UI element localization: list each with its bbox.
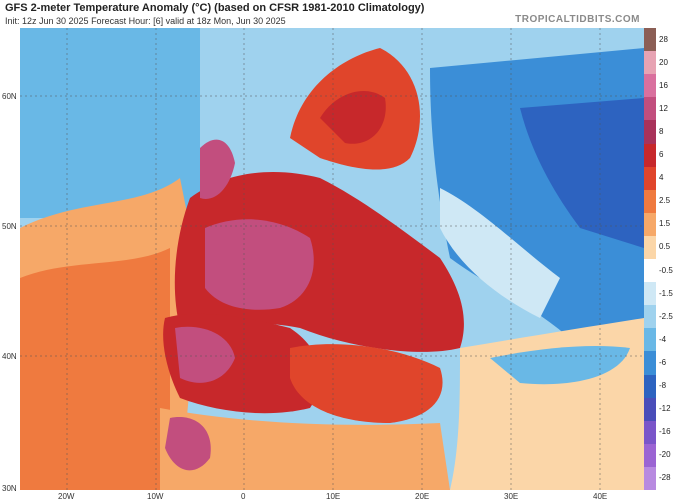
eastern-europe-neutral-band <box>440 188 560 318</box>
colorbar-label: -28 <box>659 473 671 483</box>
lat-label-60n: 60N <box>2 92 17 101</box>
colorbar-swatch <box>644 120 656 144</box>
colorbar-swatch <box>644 351 656 375</box>
lon-label-40e: 40E <box>593 492 608 501</box>
lat-label-30n: 30N <box>2 484 17 493</box>
colorbar-swatch <box>644 28 656 52</box>
scandinavia-hot-core <box>320 90 386 144</box>
colorbar-label: 6 <box>659 150 664 160</box>
lon-label-0: 0 <box>241 492 246 501</box>
colorbar: 28 20 16 12 8 6 4 2.5 1.5 0.5 -0.5 -1.5 -2.5 -4 -6 -8 -1… <box>644 28 680 491</box>
lon-label-30e: 30E <box>504 492 519 501</box>
lat-label-40n: 40N <box>2 352 17 361</box>
colorbar-label: 0.5 <box>659 242 671 252</box>
colorbar-label: -4 <box>659 334 667 344</box>
colorbar-swatch <box>644 51 656 75</box>
russia-cold-core <box>520 98 644 248</box>
atlantic-warm-core <box>20 248 170 490</box>
colorbar-label: -0.5 <box>659 265 673 275</box>
colorbar-label: 4 <box>659 173 664 183</box>
colorbar-swatch <box>644 374 656 399</box>
colorbar-label: 12 <box>659 103 668 113</box>
colorbar-swatch <box>644 397 656 422</box>
colorbar-label: -12 <box>659 404 671 414</box>
iberia-extreme-heat <box>175 326 235 383</box>
map-title: GFS 2-meter Temperature Anomaly (°C) (ba… <box>5 2 425 14</box>
colorbar-label: 2.5 <box>659 196 671 206</box>
colorbar-swatch <box>644 97 656 121</box>
colorbar-label: -20 <box>659 450 671 460</box>
britain-extreme-heat <box>200 139 235 199</box>
colorbar-swatch <box>644 466 656 491</box>
mediterranean-warm-region <box>290 344 443 423</box>
anomaly-map <box>20 28 644 490</box>
colorbar-label: -1.5 <box>659 288 673 298</box>
colorbar-swatch <box>644 143 656 168</box>
header-bar: GFS 2-meter Temperature Anomaly (°C) (ba… <box>0 0 680 28</box>
colorbar-label: 20 <box>659 57 668 67</box>
lat-label-50n: 50N <box>2 222 17 231</box>
colorbar-swatch <box>644 166 656 191</box>
colorbar-swatch <box>644 305 656 329</box>
morocco-extreme-heat <box>165 417 211 471</box>
colorbar-swatch <box>644 328 656 352</box>
france-extreme-heat <box>205 219 314 310</box>
colorbar-swatch <box>644 74 656 98</box>
graticule <box>20 28 644 490</box>
brand-label: TROPICALTIDBITS.COM <box>515 14 640 25</box>
colorbar-label: 16 <box>659 80 668 90</box>
colorbar-label: -8 <box>659 381 667 391</box>
colorbar-label: -16 <box>659 427 671 437</box>
lon-label-10e: 10E <box>326 492 341 501</box>
lon-label-10w: 10W <box>147 492 164 501</box>
anomaly-map-svg <box>20 28 644 490</box>
map-subtitle: Init: 12z Jun 30 2025 Forecast Hour: [6]… <box>5 16 286 26</box>
turkey-cool-region <box>490 346 630 385</box>
colorbar-swatch <box>644 235 656 260</box>
colorbar-label: 28 <box>659 34 668 44</box>
colorbar-label: 1.5 <box>659 219 671 229</box>
colorbar-swatch <box>644 212 656 237</box>
lon-label-20e: 20E <box>415 492 430 501</box>
colorbar-swatch <box>644 259 656 283</box>
colorbar-label: 8 <box>659 126 664 136</box>
colorbar-swatch <box>644 443 656 468</box>
north-africa-warm-region <box>160 408 450 490</box>
lon-label-20w: 20W <box>58 492 75 501</box>
colorbar-swatch <box>644 189 656 214</box>
colorbar-label: -2.5 <box>659 311 673 321</box>
colorbar-swatch <box>644 420 656 445</box>
colorbar-swatch <box>644 282 656 306</box>
colorbar-label: -6 <box>659 357 667 367</box>
